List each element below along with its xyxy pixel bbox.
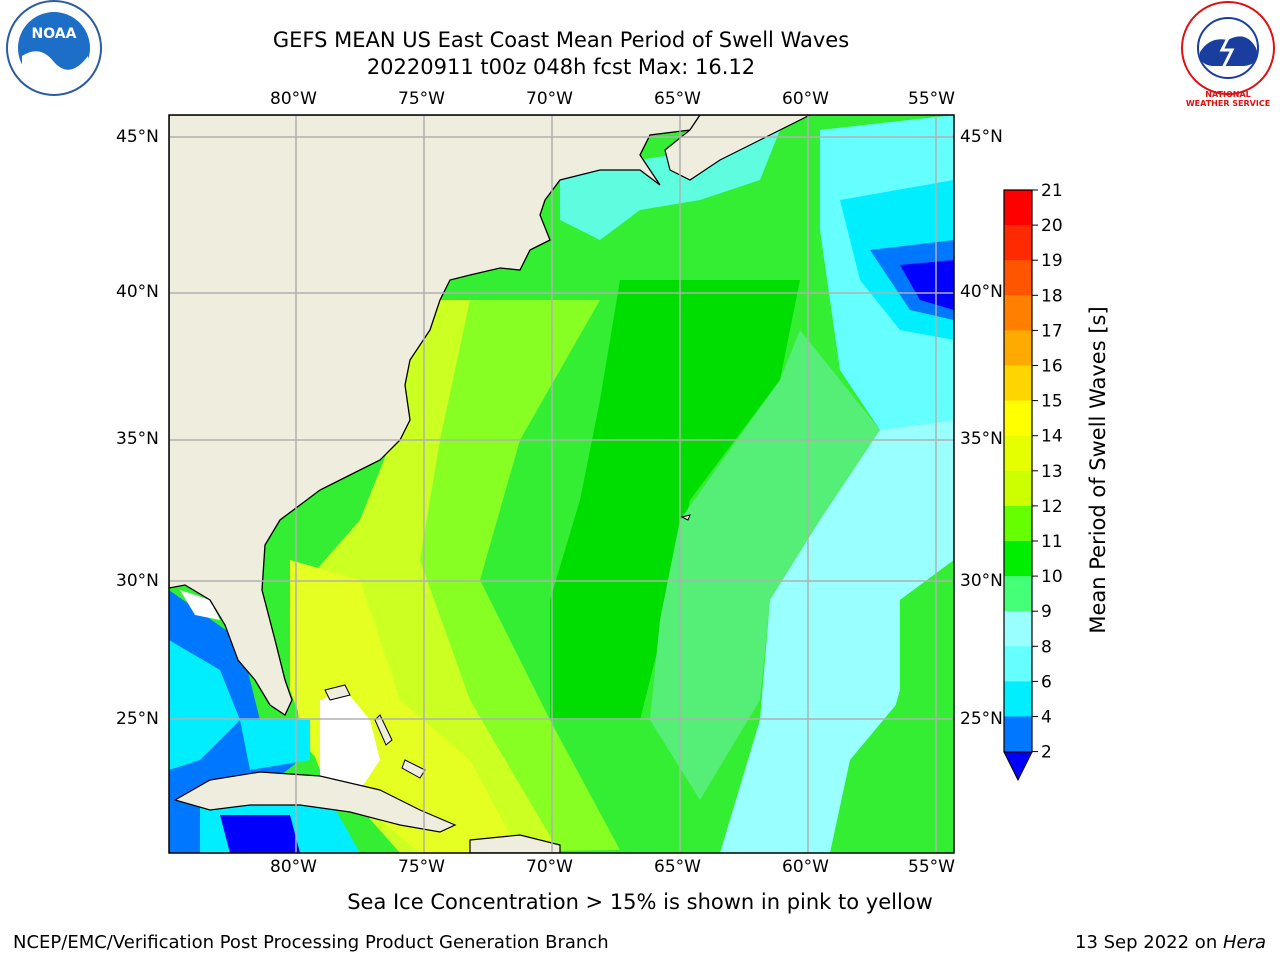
colorbar: 21 20 19 18 17 16 15 14 13 12 11 10 9 8 6 4 2 xyxy=(1003,181,1063,782)
colorbar-tick-label: 21 xyxy=(1041,181,1063,201)
nws-logo xyxy=(1181,1,1275,95)
swell-band-light-cyan xyxy=(720,420,954,853)
map-frame xyxy=(168,114,955,854)
lat-label-right-40n: 40°N xyxy=(960,282,1003,302)
colorbar-cell xyxy=(1004,225,1032,261)
land-nova-scotia xyxy=(664,115,811,181)
colorbar-tick-label: 13 xyxy=(1041,462,1063,482)
colorbar-tick-label: 16 xyxy=(1041,357,1063,377)
lon-label-top-65w: 65°W xyxy=(654,89,701,109)
nws-logo-text: NATIONAL WEATHER SERVICE xyxy=(1185,90,1271,108)
lat-label-left-30n: 30°N xyxy=(116,571,159,591)
lon-label-top-80w: 80°W xyxy=(270,89,317,109)
colorbar-tick-label: 17 xyxy=(1041,321,1063,341)
colorbar-cell xyxy=(1004,505,1032,542)
lat-label-right-30n: 30°N xyxy=(960,571,1003,591)
colorbar-tick-label: 6 xyxy=(1041,672,1052,692)
lat-label-right-45n: 45°N xyxy=(960,127,1003,147)
noaa-logo: NOAA xyxy=(6,0,102,96)
sea-ice-note: Sea Ice Concentration > 15% is shown in … xyxy=(160,890,1120,914)
colorbar-cell xyxy=(1004,190,1032,226)
generation-machine: Hera xyxy=(1222,932,1266,953)
swell-band-florida-strait xyxy=(240,720,310,770)
lon-label-bottom-80w: 80°W xyxy=(270,857,317,877)
colorbar-tick-label: 15 xyxy=(1041,392,1063,412)
colorbar-tick-label: 11 xyxy=(1041,532,1063,552)
lon-label-bottom-65w: 65°W xyxy=(654,857,701,877)
lon-label-bottom-60w: 60°W xyxy=(782,857,829,877)
colorbar-cell xyxy=(1004,260,1032,296)
colorbar-cell xyxy=(1004,541,1032,577)
lon-label-bottom-75w: 75°W xyxy=(398,857,445,877)
lat-label-left-45n: 45°N xyxy=(116,127,159,147)
colorbar-cell xyxy=(1004,400,1032,437)
swell-band-gulf-aqua xyxy=(169,640,240,770)
colorbar-tick-label: 20 xyxy=(1041,216,1063,236)
producer-credit: NCEP/EMC/Verification Post Processing Pr… xyxy=(13,932,609,953)
lon-label-top-60w: 60°W xyxy=(782,89,829,109)
colorbar-cell xyxy=(1004,681,1032,717)
colorbar-tick-label: 2 xyxy=(1041,743,1052,763)
noaa-logo-text: NOAA xyxy=(32,26,77,42)
generation-date: 13 Sep 2022 on Hera xyxy=(1075,932,1266,953)
lat-label-left-25n: 25°N xyxy=(116,709,159,729)
colorbar-cell xyxy=(1004,576,1032,612)
land-bahamas-1 xyxy=(324,684,351,701)
land-bahamas-3 xyxy=(401,759,426,779)
colorbar-label: Mean Period of Swell Waves [s] xyxy=(1086,306,1110,634)
colorbar-tick-label: 8 xyxy=(1041,637,1052,657)
land-cuba xyxy=(173,771,457,833)
map-subtitle-forecast: 20220911 t00z 048h fcst Max: 16.12 xyxy=(366,55,756,79)
no-data-gulf xyxy=(180,590,220,620)
lon-label-top-75w: 75°W xyxy=(398,89,445,109)
lon-label-bottom-55w: 55°W xyxy=(908,857,955,877)
colorbar-tick-label: 14 xyxy=(1041,427,1063,447)
colorbar-cell xyxy=(1004,330,1032,366)
colorbar-cell xyxy=(1004,611,1032,647)
colorbar-cell xyxy=(1004,646,1032,682)
colorbar-tick-label: 18 xyxy=(1041,286,1063,306)
colorbar-tick-label: 9 xyxy=(1041,602,1052,622)
colorbar-cell xyxy=(1004,365,1032,402)
land-north-america xyxy=(169,115,701,716)
land-bermuda xyxy=(680,514,691,521)
colorbar-tick-label: 12 xyxy=(1041,497,1063,517)
colorbar-tick-label: 19 xyxy=(1041,251,1063,271)
swell-band-dark-green xyxy=(550,280,800,720)
map-title: GEFS MEAN US East Coast Mean Period of S… xyxy=(272,28,850,52)
lat-label-right-25n: 25°N xyxy=(960,709,1003,729)
lat-label-left-35n: 35°N xyxy=(116,429,159,449)
lat-label-left-40n: 40°N xyxy=(116,282,159,302)
colorbar-extend-triangle xyxy=(1003,751,1033,782)
colorbar-cell xyxy=(1004,470,1032,507)
graticule xyxy=(169,115,954,853)
lon-label-top-70w: 70°W xyxy=(526,89,573,109)
lon-label-bottom-70w: 70°W xyxy=(526,857,573,877)
land-hispaniola xyxy=(469,834,561,853)
swell-band-caribbean-blue xyxy=(220,815,300,853)
colorbar-cell xyxy=(1004,295,1032,331)
sea-ice-note-text: Sea Ice Concentration > 15% is shown in … xyxy=(347,890,933,914)
colorbar-tick-label: 4 xyxy=(1041,708,1052,728)
lat-label-right-35n: 35°N xyxy=(960,429,1003,449)
colorbar-cell xyxy=(1004,435,1032,472)
no-data-bahamas xyxy=(320,690,380,790)
generation-date-text: 13 Sep 2022 on xyxy=(1075,932,1223,953)
colorbar-tick-label: 10 xyxy=(1041,567,1063,587)
swell-band-mint xyxy=(650,330,880,800)
lon-label-top-55w: 55°W xyxy=(908,89,955,109)
swell-band-darkblue-ne xyxy=(900,260,954,310)
colorbar-cell xyxy=(1004,716,1032,753)
